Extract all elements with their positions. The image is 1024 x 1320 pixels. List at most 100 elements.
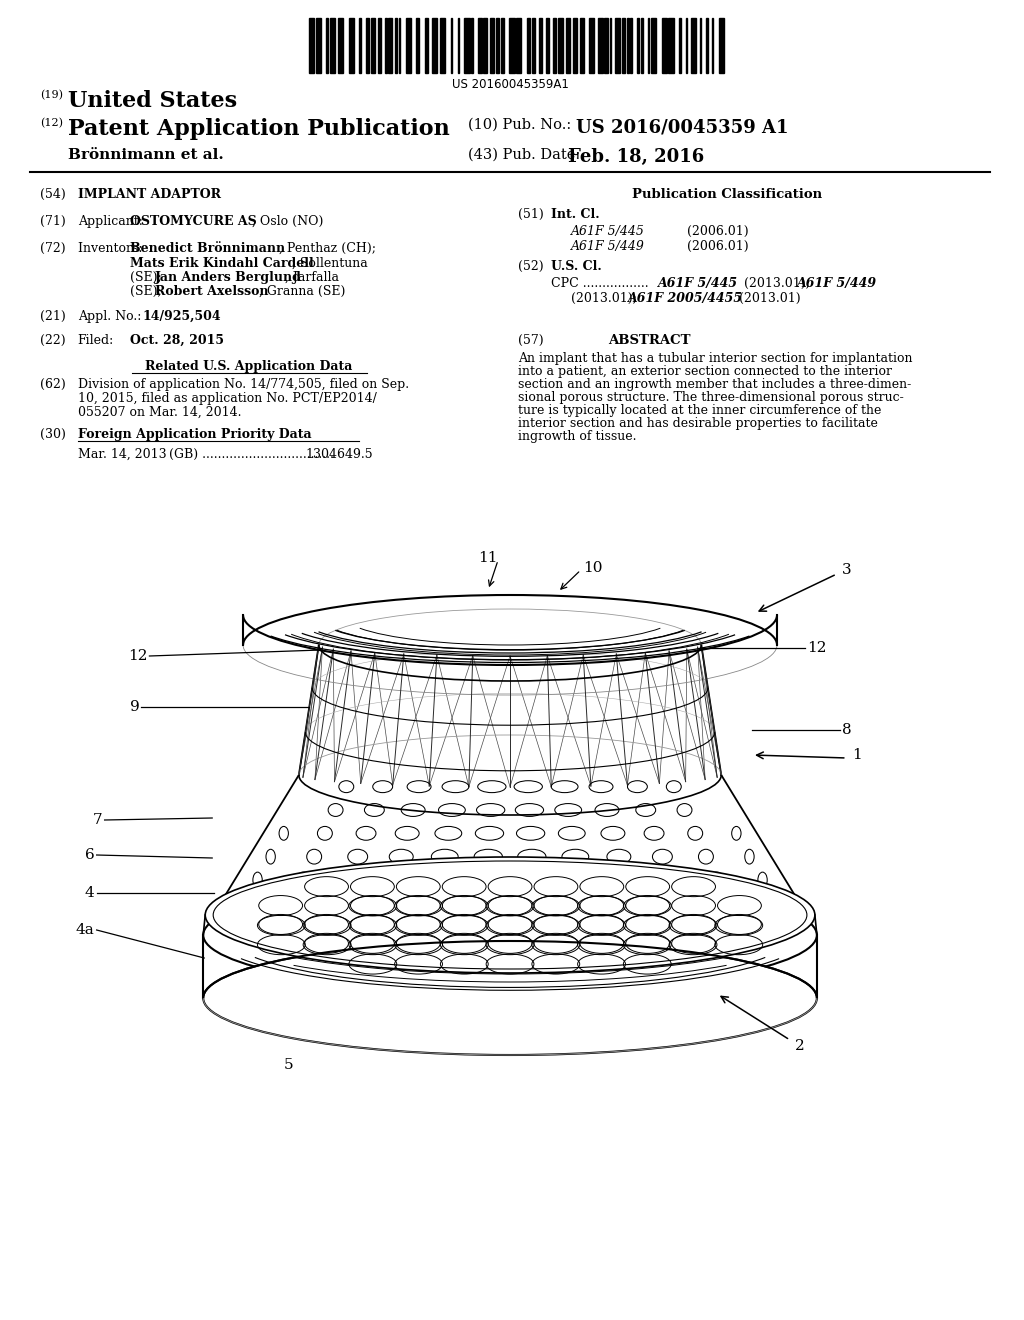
Text: IMPLANT ADAPTOR: IMPLANT ADAPTOR (78, 187, 221, 201)
Text: 10: 10 (583, 561, 602, 576)
Text: , Oslo (NO): , Oslo (NO) (252, 215, 324, 228)
Text: (51): (51) (518, 209, 544, 220)
Bar (465, 18, 470, 73)
Text: ingrowth of tissue.: ingrowth of tissue. (518, 430, 637, 444)
Text: OSTOMYCURE AS: OSTOMYCURE AS (129, 215, 256, 228)
Text: 12: 12 (128, 649, 147, 663)
Bar (425, 18, 428, 73)
Text: (57): (57) (518, 334, 544, 347)
Text: sional porous structure. The three-dimensional porous struc-: sional porous structure. The three-dimen… (518, 391, 904, 404)
Text: A61F 5/445: A61F 5/445 (657, 277, 737, 290)
Bar (406, 18, 411, 73)
Bar (679, 18, 681, 73)
Text: 6: 6 (85, 847, 94, 862)
Text: Oct. 28, 2015: Oct. 28, 2015 (129, 334, 223, 347)
Text: (SE);: (SE); (129, 271, 165, 284)
Bar (719, 18, 724, 73)
Bar (609, 18, 611, 73)
Bar (598, 18, 603, 73)
Text: 4a: 4a (76, 923, 94, 937)
Bar (531, 18, 536, 73)
Text: (12): (12) (40, 117, 62, 128)
Text: ABSTRACT: ABSTRACT (608, 334, 691, 347)
Text: 12: 12 (807, 642, 826, 655)
Text: U.S. Cl.: U.S. Cl. (551, 260, 602, 273)
Text: , Sollentuna: , Sollentuna (292, 257, 368, 271)
Text: Mats Erik Kindahl Cardell: Mats Erik Kindahl Cardell (129, 257, 313, 271)
Text: 055207 on Mar. 14, 2014.: 055207 on Mar. 14, 2014. (78, 407, 242, 418)
Text: A61F 5/449: A61F 5/449 (797, 277, 878, 290)
Text: (62): (62) (40, 378, 66, 391)
Text: Feb. 18, 2016: Feb. 18, 2016 (568, 148, 705, 166)
Text: , Granna (SE): , Granna (SE) (259, 285, 345, 298)
Text: An implant that has a tubular interior section for implantation: An implant that has a tubular interior s… (518, 352, 912, 366)
Text: , Penthaz (CH);: , Penthaz (CH); (279, 242, 376, 255)
Bar (539, 18, 543, 73)
Text: (2013.01): (2013.01) (735, 292, 801, 305)
Text: (30): (30) (40, 428, 66, 441)
Text: Benedict Brönnimann: Benedict Brönnimann (129, 242, 285, 255)
Bar (388, 18, 392, 73)
Bar (348, 18, 353, 73)
Bar (648, 18, 649, 73)
Text: Brönnimann et al.: Brönnimann et al. (68, 148, 223, 162)
Bar (604, 18, 608, 73)
Ellipse shape (243, 565, 777, 665)
Text: , Jarfalla: , Jarfalla (285, 271, 339, 284)
Bar (338, 18, 343, 73)
Text: (2013.01);: (2013.01); (740, 277, 814, 290)
Bar (553, 18, 556, 73)
Text: (72): (72) (40, 242, 66, 255)
Text: (GB) ..................................: (GB) .................................. (169, 447, 334, 461)
Text: 8: 8 (842, 723, 851, 737)
Text: Publication Classification: Publication Classification (632, 187, 822, 201)
Ellipse shape (203, 941, 817, 1055)
Bar (490, 18, 494, 73)
Text: Mar. 14, 2013: Mar. 14, 2013 (78, 447, 166, 461)
Text: Applicant:: Applicant: (78, 215, 146, 228)
Ellipse shape (205, 857, 815, 973)
Text: (22): (22) (40, 334, 66, 347)
Text: A61F 2005/4455: A61F 2005/4455 (628, 292, 742, 305)
Bar (669, 18, 674, 73)
Text: US 20160045359A1: US 20160045359A1 (452, 78, 568, 91)
Text: United States: United States (68, 90, 237, 112)
Bar (315, 18, 321, 73)
Bar (589, 18, 594, 73)
Text: A61F 5/449: A61F 5/449 (570, 240, 645, 253)
Text: 2: 2 (795, 1039, 805, 1053)
Text: 1: 1 (852, 748, 861, 762)
Bar (627, 18, 629, 73)
Text: (19): (19) (40, 90, 62, 100)
Bar (371, 18, 375, 73)
Bar (622, 18, 626, 73)
Text: 11: 11 (478, 550, 498, 565)
Text: Int. Cl.: Int. Cl. (551, 209, 599, 220)
Bar (359, 18, 360, 73)
Bar (581, 18, 584, 73)
Bar (686, 18, 687, 73)
Text: (10) Pub. No.:: (10) Pub. No.: (468, 117, 571, 132)
Bar (641, 18, 642, 73)
Text: ture is typically located at the inner circumference of the: ture is typically located at the inner c… (518, 404, 882, 417)
Text: Division of application No. 14/774,505, filed on Sep.: Division of application No. 14/774,505, … (78, 378, 409, 391)
Text: interior section and has desirable properties to facilitate: interior section and has desirable prope… (518, 417, 878, 430)
Text: (21): (21) (40, 310, 66, 323)
Bar (699, 18, 701, 73)
Bar (478, 18, 481, 73)
Ellipse shape (203, 878, 817, 993)
Bar (509, 18, 515, 73)
Bar (501, 18, 504, 73)
Bar (378, 18, 381, 73)
Bar (614, 18, 620, 73)
Text: section and an ingrowth member that includes a three-dimen-: section and an ingrowth member that incl… (518, 378, 911, 391)
Bar (526, 18, 530, 73)
Bar (516, 18, 521, 73)
Text: A61F 5/445: A61F 5/445 (570, 224, 645, 238)
Ellipse shape (243, 595, 777, 696)
Text: Foreign Application Priority Data: Foreign Application Priority Data (78, 428, 311, 441)
Bar (416, 18, 420, 73)
Text: (71): (71) (40, 215, 66, 228)
Bar (691, 18, 696, 73)
Bar (326, 18, 328, 73)
